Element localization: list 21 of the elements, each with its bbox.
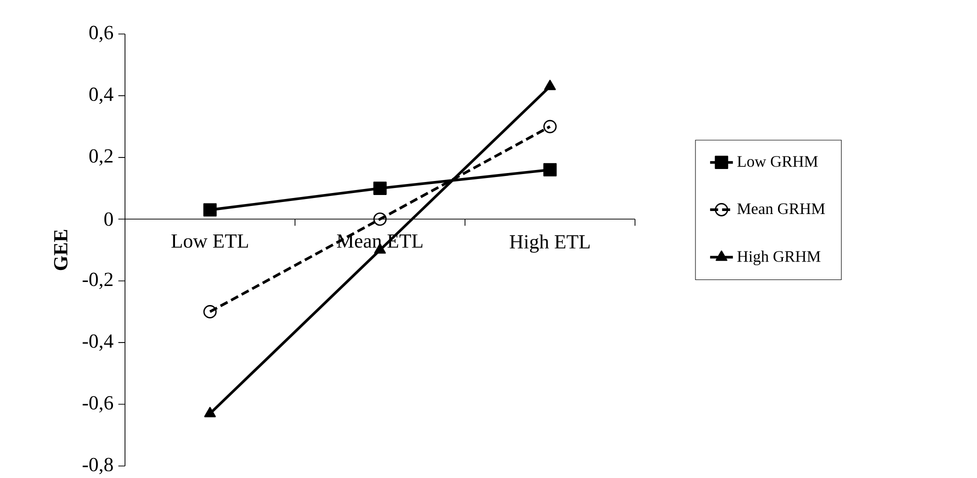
x-tick-label: High ETL xyxy=(510,234,590,253)
point xyxy=(543,120,557,134)
y-tick-label: -0,2 xyxy=(82,272,113,290)
legend-label: Low GRHM xyxy=(737,156,818,167)
point xyxy=(203,305,217,318)
legend-label: High GRHM xyxy=(737,250,820,266)
y-tick-label: -0,8 xyxy=(82,458,113,474)
point xyxy=(373,212,387,226)
point xyxy=(373,182,387,195)
point xyxy=(543,163,557,176)
y-tick-label: -0,4 xyxy=(82,334,114,351)
y-tick-label: 0,6 xyxy=(89,26,114,42)
x-tick-label: Low ETL xyxy=(171,234,248,248)
y-axis-title: GEE xyxy=(54,230,68,270)
point xyxy=(204,406,216,418)
y-tick-label: -0,6 xyxy=(82,396,114,412)
y-tick-label: 0,4 xyxy=(89,88,114,104)
y-tick-label: 0 xyxy=(104,212,113,226)
legend-label: Mean GRHM xyxy=(737,203,825,214)
point xyxy=(203,203,217,217)
y-tick-label: 0,2 xyxy=(89,149,113,166)
